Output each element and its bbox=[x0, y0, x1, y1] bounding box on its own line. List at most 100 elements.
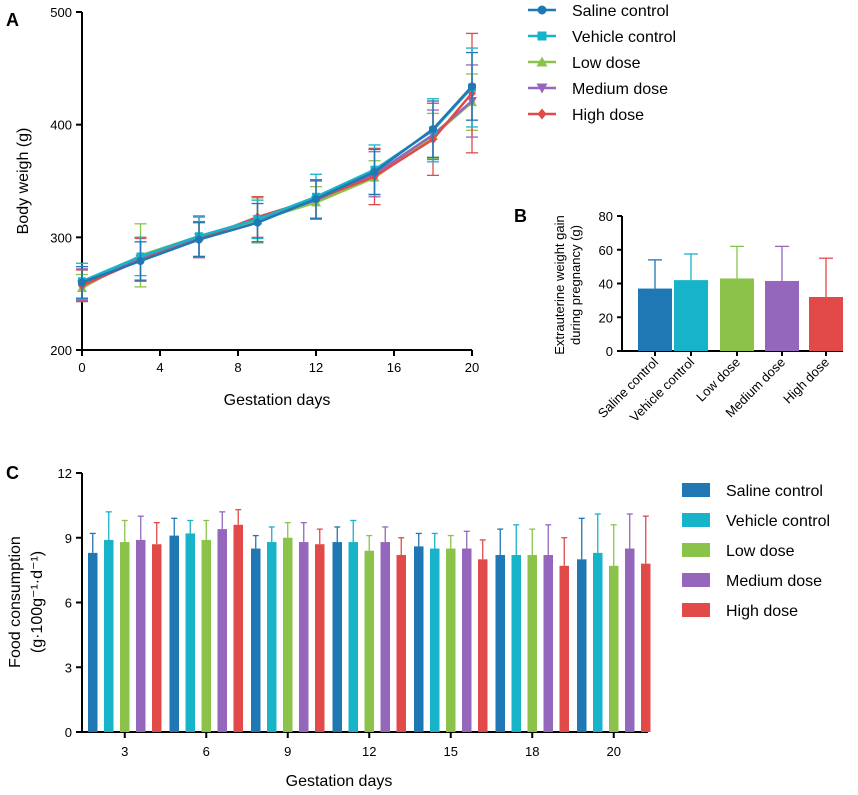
chart-c-y-tick-label: 0 bbox=[65, 725, 72, 740]
legend-label-saline: Saline control bbox=[726, 483, 823, 500]
chart-c-y-label-line-2: (g·100g⁻¹·d⁻¹) bbox=[29, 551, 46, 653]
chart-c-y-label-line-1: Food consumption bbox=[7, 536, 24, 668]
chart-a-y-tick-label: 500 bbox=[50, 5, 72, 20]
bar-saline bbox=[638, 288, 672, 351]
legend-swatch-vehicle bbox=[682, 513, 710, 527]
chart-a-x-label: Gestation days bbox=[224, 392, 331, 409]
data-point bbox=[429, 125, 437, 134]
chart-a-y-tick-label: 400 bbox=[50, 118, 72, 133]
legend-swatch-medium bbox=[682, 573, 710, 587]
bar-high bbox=[396, 555, 406, 732]
chart-c-y-tick-label: 9 bbox=[65, 531, 72, 546]
bar-saline bbox=[251, 548, 261, 732]
chart-a-y-tick-label: 300 bbox=[50, 230, 72, 245]
data-point bbox=[195, 235, 203, 244]
legend-label-high: High dose bbox=[572, 107, 644, 124]
data-point bbox=[78, 278, 86, 287]
chart-c-y-tick-label: 3 bbox=[65, 660, 72, 675]
chart-c-x-tick-label: 9 bbox=[284, 744, 291, 759]
chart-c-x-tick-label: 18 bbox=[525, 744, 539, 759]
bar-vehicle bbox=[267, 542, 277, 732]
bar-saline bbox=[577, 559, 587, 732]
bar-high bbox=[809, 297, 843, 351]
chart-b-y-tick-label: 20 bbox=[599, 310, 613, 325]
bar-saline bbox=[88, 552, 98, 732]
bar-saline bbox=[332, 542, 342, 732]
chart-c-y-tick-label: 12 bbox=[58, 466, 72, 481]
legend-label-saline: Saline control bbox=[572, 3, 669, 20]
chart-b-y-tick-label: 80 bbox=[599, 209, 613, 224]
chart-b-y-label-line-2: during pregnancy (g) bbox=[568, 225, 583, 345]
series-low bbox=[76, 73, 478, 303]
bar-low bbox=[120, 542, 130, 732]
legend-swatch-low bbox=[682, 543, 710, 557]
bar-saline bbox=[495, 555, 505, 732]
chart-c: 0 3 6 9 12 3 6 9 12 15 18 20 Gestation days Food c… bbox=[7, 466, 830, 790]
bar-medium bbox=[217, 529, 227, 732]
chart-a-x-tick-label: 12 bbox=[309, 360, 323, 375]
chart-b-x-tick-label: Vehicle control bbox=[627, 354, 697, 424]
bar-high bbox=[315, 544, 325, 732]
panel-label-c: C bbox=[6, 463, 19, 483]
chart-a-y-tick-label: 200 bbox=[50, 343, 72, 358]
data-point bbox=[312, 195, 320, 204]
bar-medium bbox=[462, 548, 472, 732]
bar-vehicle bbox=[104, 539, 114, 732]
data-point bbox=[136, 256, 145, 265]
chart-c-x-tick-label: 6 bbox=[203, 744, 210, 759]
chart-a-legend: Saline control Vehicle control Low dose Med… bbox=[528, 3, 676, 124]
bar-saline bbox=[169, 535, 179, 732]
chart-c-x-tick-label: 12 bbox=[362, 744, 376, 759]
legend-label-low: Low dose bbox=[726, 543, 795, 560]
bar-low bbox=[527, 555, 537, 732]
bar-low bbox=[446, 548, 456, 732]
bar-high bbox=[641, 563, 651, 732]
chart-c-x-tick-label: 15 bbox=[444, 744, 458, 759]
data-point bbox=[537, 5, 547, 15]
legend-label-high: High dose bbox=[726, 603, 798, 620]
chart-b-y-tick-label: 40 bbox=[599, 277, 613, 292]
data-point bbox=[536, 56, 548, 67]
legend-label-low: Low dose bbox=[572, 55, 641, 72]
chart-a-x-tick-label: 8 bbox=[234, 360, 241, 375]
bar-high bbox=[233, 524, 243, 732]
legend-label-vehicle: Vehicle control bbox=[572, 29, 676, 46]
legend-swatch-high bbox=[682, 603, 710, 617]
legend-label-medium: Medium dose bbox=[572, 81, 668, 98]
legend-swatch-saline bbox=[682, 483, 710, 497]
bar-high bbox=[559, 565, 569, 732]
data-point bbox=[468, 82, 476, 91]
chart-b-y-tick-label: 0 bbox=[606, 344, 613, 359]
data-point bbox=[536, 83, 548, 94]
chart-a-x-tick-label: 20 bbox=[465, 360, 479, 375]
bar-low bbox=[364, 550, 374, 732]
chart-a-x-tick-label: 4 bbox=[156, 360, 163, 375]
bar-high bbox=[478, 559, 488, 732]
chart-c-x-tick-label: 20 bbox=[607, 744, 621, 759]
data-point bbox=[253, 218, 262, 227]
bar-vehicle bbox=[511, 555, 521, 732]
bar-medium bbox=[299, 542, 309, 732]
bar-low bbox=[201, 539, 211, 732]
chart-a-x-tick-label: 16 bbox=[387, 360, 401, 375]
bar-vehicle bbox=[185, 533, 195, 732]
bar-vehicle bbox=[348, 542, 358, 732]
bar-vehicle bbox=[674, 280, 708, 351]
bar-saline bbox=[414, 546, 424, 732]
chart-c-legend: Saline control Vehicle control Low dose Med… bbox=[682, 483, 830, 620]
bar-low bbox=[283, 537, 293, 732]
panel-label-b: B bbox=[514, 206, 527, 226]
chart-b-x-tick-label: High dose bbox=[780, 355, 832, 407]
bar-vehicle bbox=[593, 552, 603, 732]
legend-label-medium: Medium dose bbox=[726, 573, 822, 590]
bar-medium bbox=[625, 548, 635, 732]
data-point bbox=[370, 167, 379, 176]
series-medium bbox=[76, 64, 478, 302]
bar-low bbox=[609, 565, 619, 732]
bar-medium bbox=[380, 542, 390, 732]
chart-c-y-tick-label: 6 bbox=[65, 596, 72, 611]
bar-vehicle bbox=[430, 548, 440, 732]
